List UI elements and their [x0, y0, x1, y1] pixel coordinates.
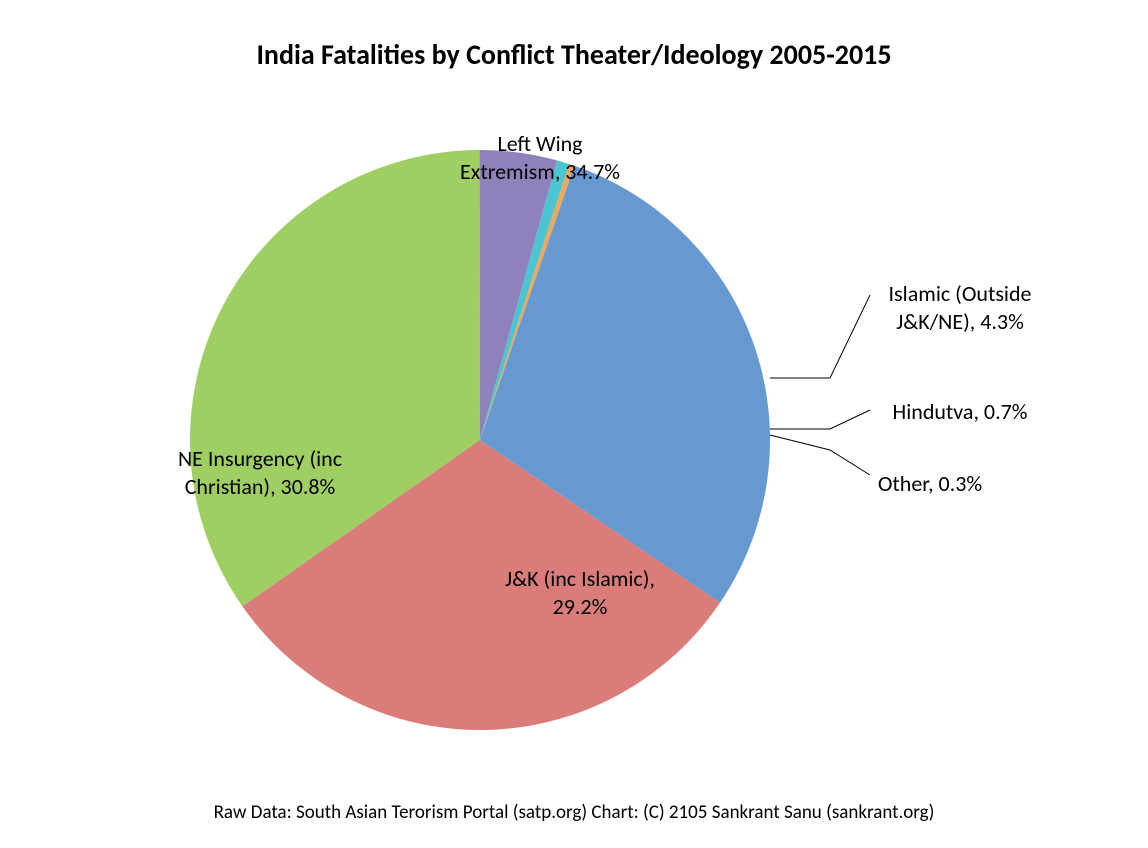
leader-line: [770, 295, 870, 378]
slice-label: Left Wing Extremism, 34.7%: [460, 130, 620, 185]
leader-line: [770, 410, 870, 429]
slice-label: Islamic (Outside J&K/NE), 4.3%: [889, 280, 1032, 335]
leader-line: [770, 435, 870, 475]
slice-label: NE Insurgency (inc Christian), 30.8%: [178, 445, 342, 500]
slice-label: J&K (inc Islamic), 29.2%: [505, 565, 655, 620]
chart-footer: Raw Data: South Asian Terorism Portal (s…: [0, 801, 1148, 824]
slice-label: Hindutva, 0.7%: [893, 398, 1028, 426]
slice-label: Other, 0.3%: [878, 470, 982, 498]
